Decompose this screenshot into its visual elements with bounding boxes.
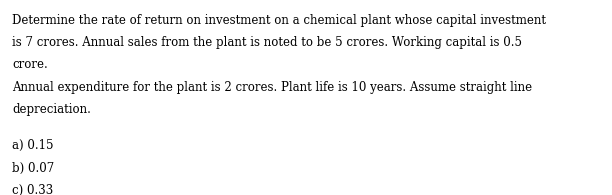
Text: b) 0.07: b) 0.07 — [12, 162, 54, 175]
Text: depreciation.: depreciation. — [12, 103, 91, 116]
Text: Determine the rate of return on investment on a chemical plant whose capital inv: Determine the rate of return on investme… — [12, 14, 547, 27]
Text: c) 0.33: c) 0.33 — [12, 184, 53, 195]
Text: crore.: crore. — [12, 58, 48, 72]
Text: Annual expenditure for the plant is 2 crores. Plant life is 10 years. Assume str: Annual expenditure for the plant is 2 cr… — [12, 81, 532, 94]
Text: a) 0.15: a) 0.15 — [12, 139, 54, 152]
Text: is 7 crores. Annual sales from the plant is noted to be 5 crores. Working capita: is 7 crores. Annual sales from the plant… — [12, 36, 522, 49]
